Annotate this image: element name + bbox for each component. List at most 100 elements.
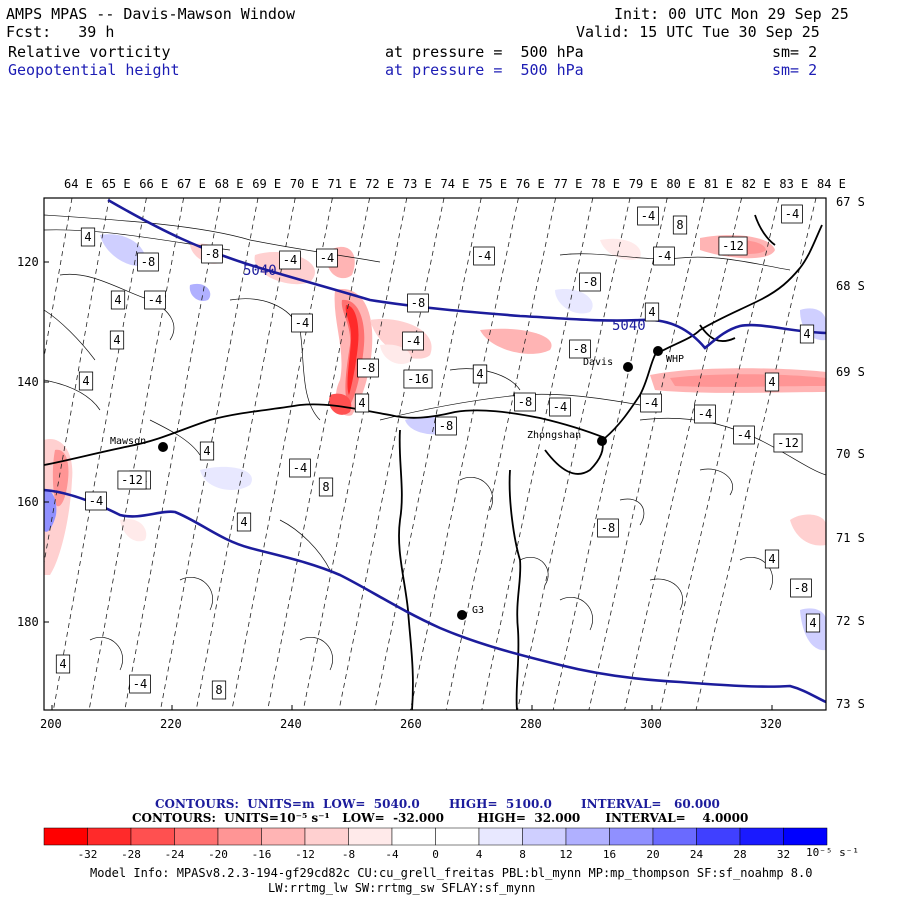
svg-text:-4: -4: [89, 494, 103, 508]
latitude-label: 71 S: [836, 531, 865, 545]
colorbar-tick-label: -4: [385, 848, 399, 861]
station-marker: [597, 436, 607, 446]
plot-frame: [43, 197, 827, 711]
vorticity-contour-label: 4: [78, 371, 94, 391]
meridian-line: [517, 198, 631, 710]
vorticity-contour-label: -16: [403, 369, 433, 389]
latitude-label: 69 S: [836, 365, 865, 379]
vorticity-contour-label: 4: [110, 290, 126, 310]
svg-text:-8: -8: [573, 342, 587, 356]
vorticity-contour-label: -4: [85, 491, 107, 511]
x-axis-ticks: 200 220 240 260 280 300 320: [40, 705, 782, 731]
vorticity-contour-label: 4: [472, 364, 488, 384]
longitude-label: 76 E: [516, 177, 545, 191]
svg-text:-4: -4: [785, 207, 799, 221]
stations: Mawson Davis WHP Zhongshan G3: [110, 346, 684, 620]
colorbar-swatch: [739, 827, 784, 846]
vorticity-contour-label: -8: [790, 578, 812, 598]
svg-text:4: 4: [476, 367, 483, 381]
latitude-label: 72 S: [836, 614, 865, 628]
station-label-davis: Davis: [583, 357, 613, 368]
colorbar-tick-label: 24: [690, 848, 704, 861]
vorticity-labels: 4 -8 -8 -4 -4 4 -4 -4 -8 8 -4 -12 4 -4 -8 -4 4 -4 4 -8 4 -8 4 -…: [55, 204, 821, 700]
meridian-line: [302, 198, 408, 710]
vorticity-contour-label: -4: [637, 206, 659, 226]
svg-text:-8: -8: [205, 247, 219, 261]
field1-smoothing: sm= 2: [772, 43, 818, 61]
longitude-label: 75 E: [478, 177, 507, 191]
colorbar-swatch: [217, 827, 262, 846]
svg-text:-4: -4: [293, 461, 307, 475]
colorbar-swatch: [391, 827, 436, 846]
meridian-line: [374, 198, 482, 710]
y-tick-label: 180: [17, 615, 39, 629]
colorbar-swatch: [130, 827, 175, 846]
meridian-line: [410, 198, 519, 710]
meridian-line: [624, 198, 742, 710]
svg-text:4: 4: [358, 396, 365, 410]
vorticity-contour-label: -4: [289, 458, 311, 478]
latitude-label: 73 S: [836, 697, 865, 711]
station-marker: [158, 442, 168, 452]
colorbar-swatch: [43, 827, 88, 846]
vorticity-contour-label: -8: [435, 416, 457, 436]
svg-text:4: 4: [768, 375, 775, 389]
longitude-label: 80 E: [666, 177, 695, 191]
colorbar-swatch: [348, 827, 393, 846]
meridian-line: [231, 198, 333, 710]
x-tick-label: 240: [280, 717, 302, 731]
longitude-labels: 64 E 65 E 66 E 67 E 68 E 69 E 70 E 71 E 72 E 73 E…: [64, 177, 846, 191]
colorbar-tick-label: -8: [342, 848, 355, 861]
meridian-line: [588, 198, 705, 710]
svg-text:-12: -12: [722, 239, 744, 253]
latitude-labels: 67 S 68 S 69 S 70 S 71 S 72 S 73 S: [836, 195, 865, 711]
colorbar-tick-label: 4: [476, 848, 483, 861]
field2-smoothing: sm= 2: [772, 61, 818, 79]
meridian-line: [88, 198, 184, 710]
station-marker: [457, 610, 467, 620]
meridian-line: [659, 198, 780, 710]
colorbar-swatch: [696, 827, 741, 846]
field2-pressure: at pressure = 500 hPa: [385, 61, 584, 79]
longitude-label: 68 E: [215, 177, 244, 191]
meridian-line: [160, 198, 259, 710]
vorticity-contour-label: 4: [199, 441, 215, 461]
x-tick-label: 200: [40, 717, 62, 731]
vorticity-contour-label: 4: [80, 227, 96, 247]
plot-background: [44, 198, 826, 710]
meridian-line: [195, 198, 296, 710]
longitude-label: 83 E: [779, 177, 808, 191]
svg-text:4: 4: [84, 230, 91, 244]
svg-text:-16: -16: [407, 372, 429, 386]
vorticity-contour-label: -4: [640, 393, 662, 413]
x-tick-label: 220: [160, 717, 182, 731]
vorticity-contour-label: -4: [473, 246, 495, 266]
colorbar-swatch: [478, 827, 523, 846]
svg-text:4: 4: [113, 333, 120, 347]
colorbar-swatch: [783, 827, 828, 846]
vorticity-contour-info: CONTOURS: UNITS=10⁻⁵ s⁻¹ LOW= -32.000 HI…: [132, 811, 749, 825]
svg-text:-8: -8: [601, 521, 615, 535]
station-label-mawson: Mawson: [110, 436, 146, 447]
colorbar-tick-label: -16: [252, 848, 272, 861]
longitude-label: 67 E: [177, 177, 206, 191]
svg-text:-8: -8: [518, 395, 532, 409]
init-time: Init: 00 UTC Mon 29 Sep 25: [614, 5, 849, 23]
colorbar-tick-label: -32: [78, 848, 98, 861]
colorbar-swatch: [435, 827, 480, 846]
height-contours: [44, 198, 826, 704]
vorticity-contour-label: 4: [799, 324, 815, 344]
vorticity-contour-label: -4: [402, 331, 424, 351]
colorbar-swatch: [609, 827, 654, 846]
svg-text:4: 4: [809, 616, 816, 630]
vorticity-contour-label: -4: [279, 250, 301, 270]
longitude-label: 70 E: [290, 177, 319, 191]
vorticity-contour-label: 4: [236, 512, 252, 532]
vorticity-contour-label: -8: [569, 339, 591, 359]
svg-text:4: 4: [768, 552, 775, 566]
vorticity-contour-label: -4: [549, 397, 571, 417]
svg-text:-8: -8: [439, 419, 453, 433]
longitude-label: 73 E: [403, 177, 432, 191]
latitude-label: 67 S: [836, 195, 865, 209]
meridian-line: [53, 198, 147, 710]
